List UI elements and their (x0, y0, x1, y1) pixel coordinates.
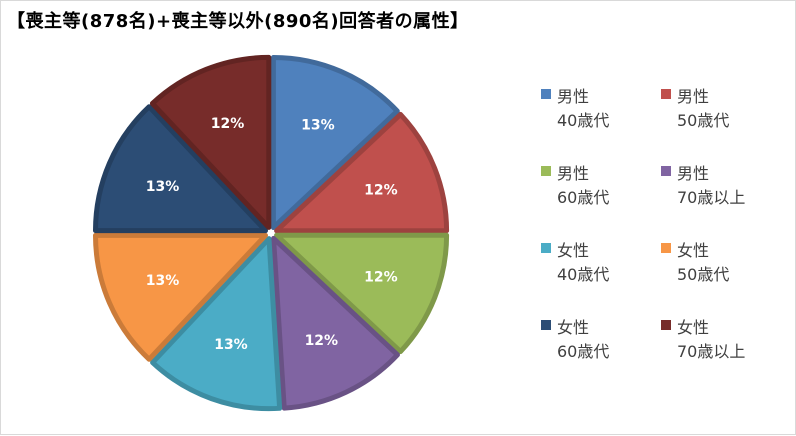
legend-gender: 男性 (557, 87, 590, 106)
legend-age: 70歳以上 (677, 188, 746, 207)
pie-slice-1 (270, 54, 400, 230)
legend-item: 男性 40歳代 (541, 81, 661, 141)
pie-slice-5 (150, 236, 283, 412)
legend-gender: 男性 (677, 164, 710, 183)
legend-gender: 女性 (557, 241, 590, 260)
legend-item: 男性 60歳代 (541, 158, 661, 218)
slice-label-6: 13% (146, 273, 180, 289)
legend-swatch (541, 243, 551, 253)
legend-age: 50歳代 (677, 265, 730, 284)
pie-slice-3 (274, 232, 450, 355)
legend-item: 女性 70歳以上 (661, 312, 781, 372)
legend-swatch (541, 320, 551, 330)
slice-label-1: 13% (301, 118, 335, 134)
legend-item: 女性 50歳代 (661, 235, 781, 295)
legend-age: 70歳以上 (677, 342, 746, 361)
legend-age: 60歳代 (557, 188, 610, 207)
slice-label-8: 12% (211, 116, 245, 132)
pie-slice-8 (149, 54, 272, 230)
legend-item: 女性 60歳代 (541, 312, 661, 372)
legend-swatch (661, 166, 671, 176)
legend-gender: 女性 (557, 318, 590, 337)
slice-label-7: 13% (146, 179, 180, 195)
pie-slice-2 (274, 111, 450, 234)
legend-swatch (661, 243, 671, 253)
legend-age: 60歳代 (557, 342, 610, 361)
legend-item: 男性 70歳以上 (661, 158, 781, 218)
slice-label-5: 13% (214, 337, 248, 353)
legend-age: 40歳代 (557, 111, 610, 130)
pie-slice-6 (92, 232, 268, 362)
legend-swatch (661, 89, 671, 99)
legend-gender: 男性 (677, 87, 710, 106)
slice-label-4: 12% (305, 333, 339, 349)
legend-item: 男性 50歳代 (661, 81, 781, 141)
slice-label-3: 12% (364, 270, 398, 286)
legend-gender: 女性 (677, 241, 710, 260)
pie-slice-7 (92, 104, 268, 234)
legend-swatch (541, 166, 551, 176)
legend-swatch (661, 320, 671, 330)
legend-gender: 女性 (677, 318, 710, 337)
slice-label-2: 12% (364, 182, 398, 198)
legend-swatch (541, 89, 551, 99)
legend-gender: 男性 (557, 164, 590, 183)
chart-title: 【喪主等(878名)+喪主等以外(890名)回答者の属性】 (7, 11, 469, 32)
legend-age: 40歳代 (557, 265, 610, 284)
legend-age: 50歳代 (677, 111, 730, 130)
legend-item: 女性 40歳代 (541, 235, 661, 295)
pie-slice-4 (271, 235, 400, 411)
